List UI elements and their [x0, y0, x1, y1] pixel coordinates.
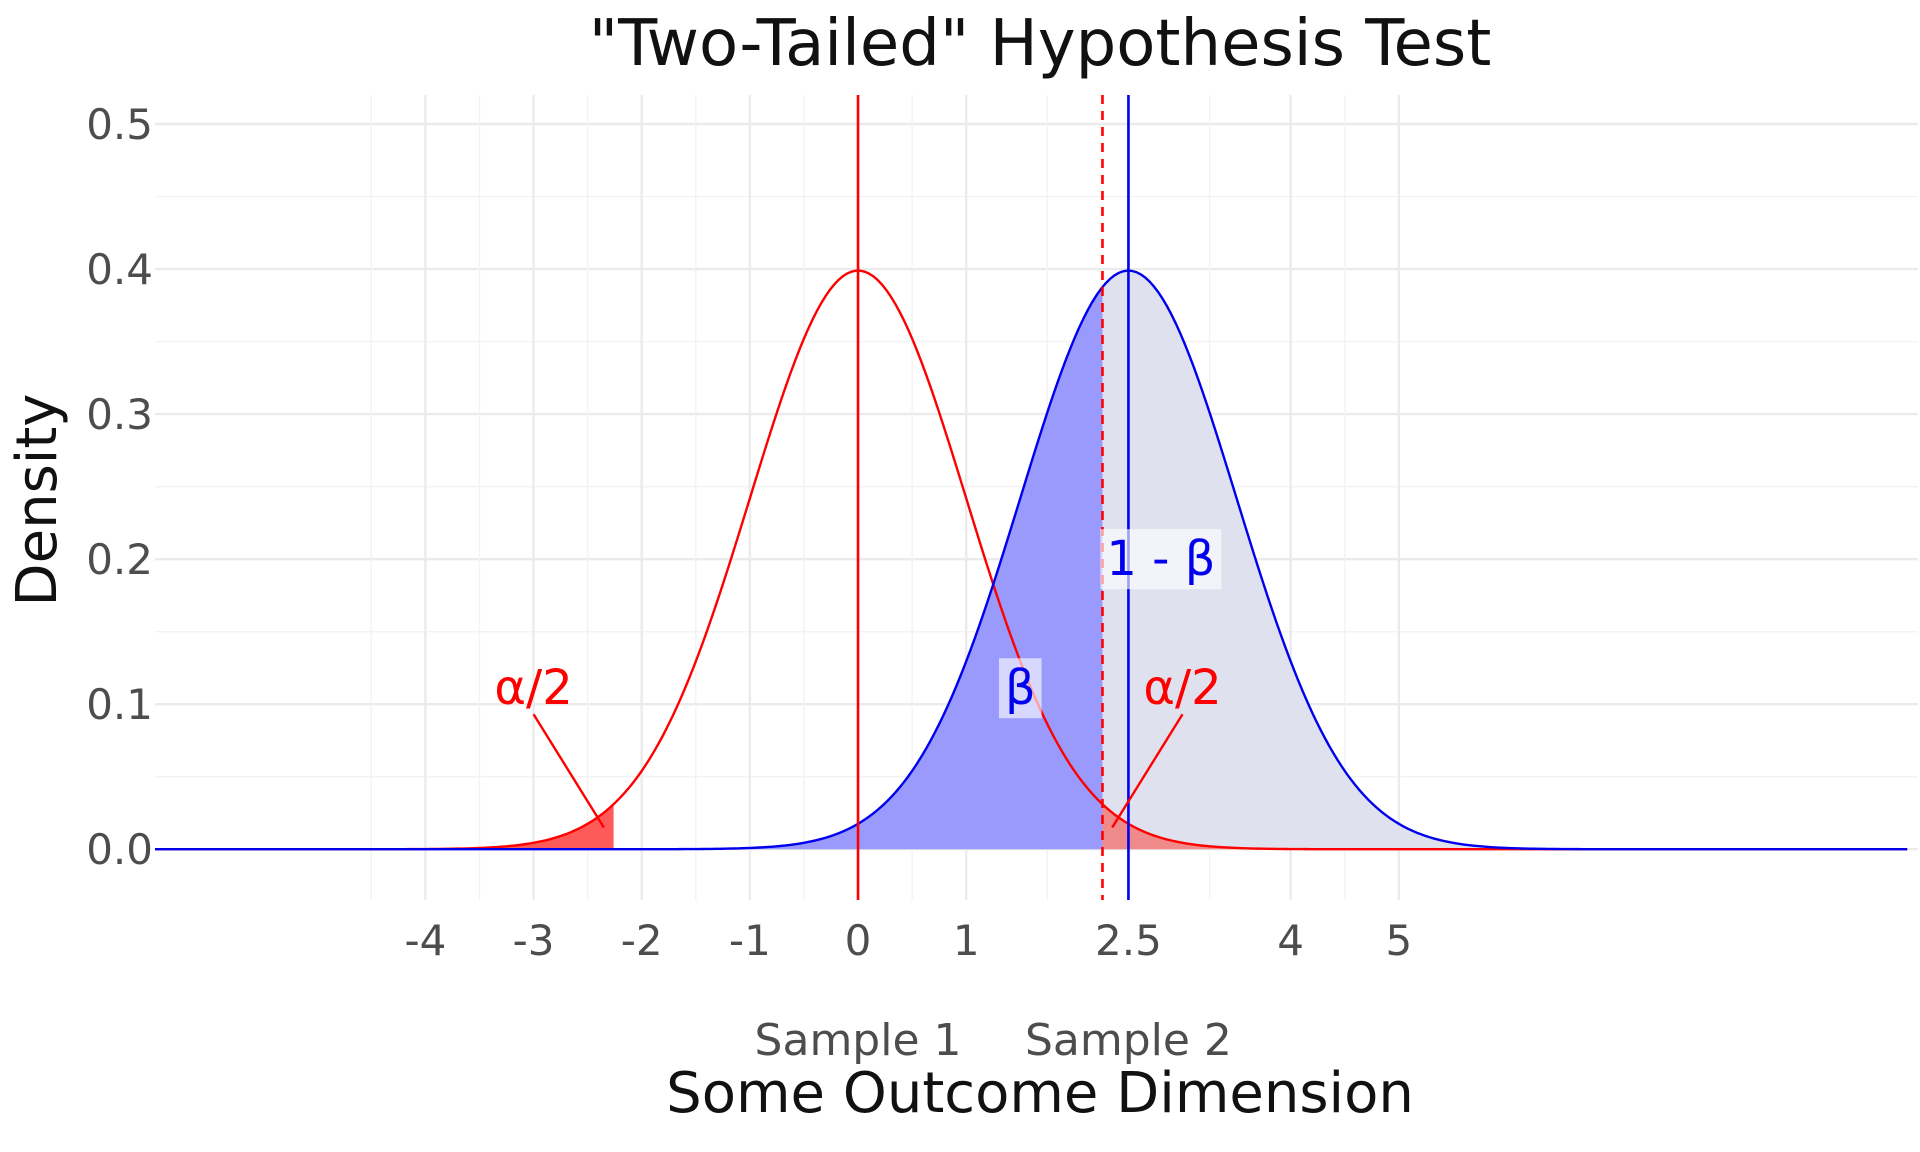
y-axis-title: Density — [5, 394, 70, 607]
annotation-label-0: α/2 — [494, 660, 572, 716]
shaded-region-beta — [155, 287, 1103, 850]
annotation-label-2: 1 - β — [1106, 531, 1215, 587]
sample-label-2: Sample 2 — [1025, 1015, 1232, 1066]
sample-label-1: Sample 1 — [755, 1015, 962, 1066]
shaded-region-alpha_left — [155, 804, 614, 850]
tick-labels: 0.0 0.1 0.2 0.3 0.4 0.5 -4 -3 -2 -1 0 1 2.5 4 5 Sample … — [86, 100, 1412, 1066]
y-tick-label: 0.0 — [86, 825, 153, 874]
y-tick-label: 0.5 — [86, 100, 153, 149]
annotation-leader-0 — [532, 713, 605, 829]
annotation-label-3: α/2 — [1143, 660, 1221, 716]
y-tick-label: 0.1 — [86, 680, 153, 729]
x-tick-label: 4 — [1277, 916, 1304, 965]
x-tick-label: 1 — [953, 916, 980, 965]
y-tick-label: 0.3 — [86, 390, 153, 439]
annotations: α/2 β 1 - β α/2 — [494, 529, 1222, 829]
chart-title: "Two-Tailed" Hypothesis Test — [589, 7, 1492, 81]
x-tick-label: 5 — [1385, 916, 1412, 965]
y-tick-label: 0.4 — [86, 245, 153, 294]
x-tick-label: -2 — [621, 916, 663, 965]
y-tick-label: 0.2 — [86, 535, 153, 584]
density-curve-1 — [155, 269, 1908, 851]
x-axis-title: Some Outcome Dimension — [666, 1061, 1414, 1126]
x-tick-label: 0 — [845, 916, 872, 965]
reference-lines — [856, 95, 1130, 900]
annotation-label-bg-1 — [998, 658, 1042, 719]
x-tick-label: -4 — [404, 916, 446, 965]
shaded-regions — [155, 270, 1908, 850]
annotation-label-1: β — [1005, 660, 1036, 716]
x-tick-label: 2.5 — [1095, 916, 1162, 965]
shaded-region-alpha_right — [1102, 804, 1908, 850]
annotation-leader-3 — [1111, 713, 1184, 829]
x-tick-label: -1 — [729, 916, 771, 965]
shaded-region-power — [1102, 270, 1908, 850]
x-tick-label: -3 — [513, 916, 555, 965]
annotation-label-bg-2 — [1100, 529, 1222, 590]
